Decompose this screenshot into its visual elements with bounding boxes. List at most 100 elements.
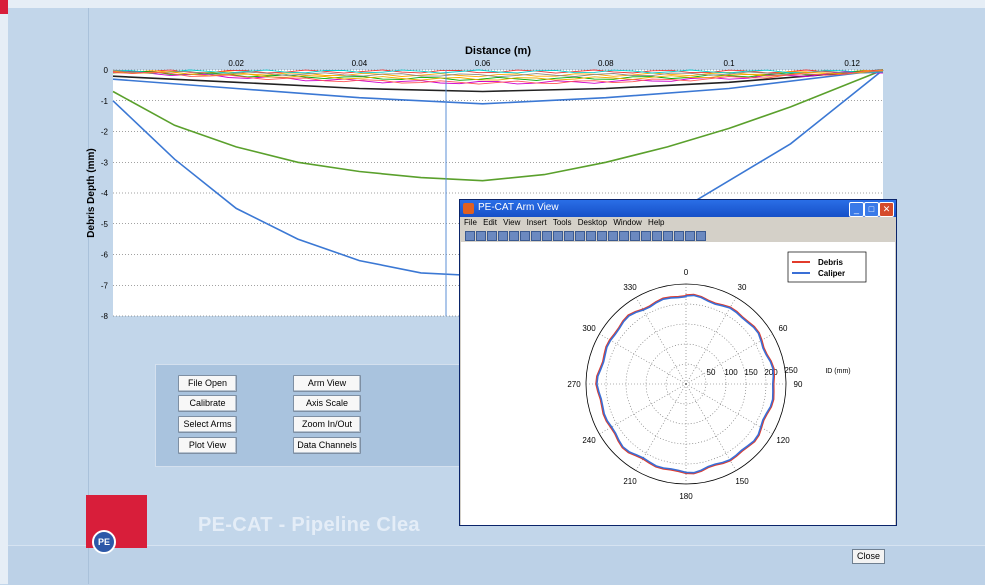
close-button[interactable]: Close (852, 549, 885, 564)
arm-trace-line (112, 69, 884, 78)
toolbar-tool-icon[interactable] (509, 231, 519, 241)
radial-tick-label: 150 (744, 368, 758, 377)
angle-tick-label: 270 (567, 380, 581, 389)
x-tick-label: 0.08 (598, 59, 614, 68)
toolbar-tool-icon[interactable] (641, 231, 651, 241)
radial-axis-label: ID (mm) (825, 368, 850, 375)
toolbar-tool-icon[interactable] (608, 231, 618, 241)
y-tick-label: -5 (101, 220, 109, 229)
angle-tick-label: 120 (776, 436, 790, 445)
y-tick-label: -7 (101, 281, 109, 290)
radial-tick-label: 250 (784, 366, 798, 375)
y-tick-label: -4 (101, 189, 109, 198)
divider-line (88, 8, 89, 584)
menu-tools[interactable]: Tools (552, 218, 572, 227)
arm-trace-line (112, 69, 884, 81)
y-tick-label: -2 (101, 128, 109, 137)
toolbar-tool-icon[interactable] (685, 231, 695, 241)
minimize-icon[interactable]: _ (849, 202, 864, 217)
menu-file[interactable]: File (464, 218, 477, 227)
legend-debris-label: Debris (818, 258, 843, 267)
arm-trace-line (112, 69, 884, 78)
top-strip (0, 0, 985, 8)
toolbar-tool-icon[interactable] (575, 231, 585, 241)
matlab-icon (463, 203, 474, 214)
menu-window[interactable]: Window (613, 218, 642, 227)
menu-bar: File Edit View Insert Tools Desktop Wind… (460, 218, 896, 229)
plot-view-button[interactable]: Plot View (178, 437, 237, 454)
x-tick-label: 0.1 (723, 59, 735, 68)
toolbar-tool-icon[interactable] (531, 231, 541, 241)
angle-tick-label: 210 (623, 477, 637, 486)
left-strip (0, 0, 8, 584)
toolbar-tool-icon[interactable] (564, 231, 574, 241)
menu-help[interactable]: Help (648, 218, 665, 227)
toolbar-tool-icon[interactable] (597, 231, 607, 241)
menu-desktop[interactable]: Desktop (577, 218, 608, 227)
angle-tick-label: 60 (779, 324, 788, 333)
angle-tick-label: 300 (582, 324, 596, 333)
radial-tick-label: 200 (764, 368, 778, 377)
x-tick-label: 0.06 (475, 59, 491, 68)
calibrate-button[interactable]: Calibrate (178, 395, 237, 412)
arm-view-window: PE-CAT Arm View _ □ ✕ File Edit View Ins… (459, 199, 897, 564)
axis-scale-button[interactable]: Axis Scale (293, 395, 361, 412)
polar-legend (787, 251, 867, 283)
debris-line (595, 293, 776, 475)
toolbar-tool-icon[interactable] (586, 231, 596, 241)
toolbar-tool-icon[interactable] (696, 231, 706, 241)
file-open-button[interactable]: File Open (178, 375, 237, 392)
angle-tick-label: 180 (679, 492, 693, 501)
arm-trace-line (112, 70, 884, 81)
y-tick-label: 0 (104, 66, 109, 75)
angle-tick-label: 0 (684, 268, 689, 277)
select-arms-button[interactable]: Select Arms (178, 416, 237, 433)
angle-tick-label: 150 (735, 477, 749, 486)
x-tick-label: 0.12 (844, 59, 860, 68)
toolbar-tool-icon[interactable] (630, 231, 640, 241)
angle-tick-label: 90 (794, 380, 803, 389)
toolbar-tool-icon[interactable] (487, 231, 497, 241)
data-channels-button[interactable]: Data Channels (293, 437, 361, 454)
y-tick-label: -8 (101, 312, 109, 321)
y-tick-label: -6 (101, 251, 109, 260)
app-title: PE-CAT - Pipeline Clea (198, 514, 420, 536)
menu-edit[interactable]: Edit (483, 218, 497, 227)
window-title-bar[interactable]: PE-CAT Arm View _ □ ✕ (460, 200, 896, 217)
toolbar-tool-icon[interactable] (674, 231, 684, 241)
toolbar-tool-icon[interactable] (498, 231, 508, 241)
menu-insert[interactable]: Insert (526, 218, 547, 227)
arm-view-button[interactable]: Arm View (293, 375, 361, 392)
arm-trace-line (112, 70, 884, 85)
toolbar-tool-icon[interactable] (553, 231, 563, 241)
radial-tick-label: 50 (707, 368, 716, 377)
y-tick-label: -3 (101, 158, 109, 167)
angle-tick-label: 330 (623, 283, 637, 292)
x-axis-label: Distance (m) (465, 45, 531, 57)
toolbar-tool-icon[interactable] (520, 231, 530, 241)
series-line (112, 69, 884, 182)
arm-trace-line (112, 69, 884, 74)
button-panel: File Open Calibrate Select Arms Plot Vie… (155, 364, 462, 467)
zoom-button[interactable]: Zoom In/Out (293, 416, 361, 433)
x-tick-label: 0.02 (228, 59, 244, 68)
polar-ring (605, 303, 767, 465)
close-icon[interactable]: ✕ (879, 202, 894, 217)
toolbar-tool-icon[interactable] (476, 231, 486, 241)
toolbar-tool-icon[interactable] (465, 231, 475, 241)
window-title: PE-CAT Arm View (478, 202, 559, 213)
maximize-icon[interactable]: □ (864, 202, 879, 217)
angle-tick-label: 240 (582, 436, 596, 445)
toolbar-tool-icon[interactable] (542, 231, 552, 241)
toolbar-tool-icon[interactable] (619, 231, 629, 241)
legend-caliper-label: Caliper (818, 269, 845, 278)
polar-plot: 0 30 60 90 120 150 180 210 240 270 300 330 50 100 150 2… (567, 251, 867, 501)
y-tick-label: -1 (101, 97, 109, 106)
arm-trace-line (112, 70, 884, 85)
toolbar-tool-icon[interactable] (652, 231, 662, 241)
corner-accent (0, 0, 8, 14)
menu-view[interactable]: View (503, 218, 521, 227)
toolbar-tool-icon[interactable] (663, 231, 673, 241)
toolbar (462, 230, 894, 241)
polar-plot-area: 0 30 60 90 120 150 180 210 240 270 300 330 50 100 150 2… (461, 242, 895, 564)
